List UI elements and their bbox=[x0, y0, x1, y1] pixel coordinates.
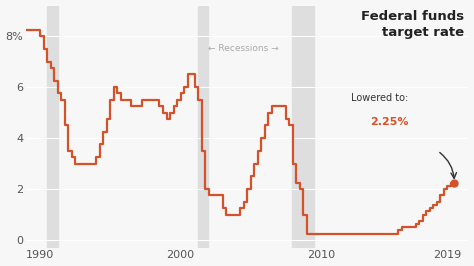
Bar bbox=[198, 6, 208, 248]
Text: ← Recessions →: ← Recessions → bbox=[209, 44, 279, 53]
Bar bbox=[292, 6, 314, 248]
Text: Federal funds
target rate: Federal funds target rate bbox=[361, 10, 464, 39]
Text: 2.25%: 2.25% bbox=[370, 117, 409, 127]
Bar bbox=[47, 6, 58, 248]
Text: Lowered to:: Lowered to: bbox=[352, 93, 409, 103]
